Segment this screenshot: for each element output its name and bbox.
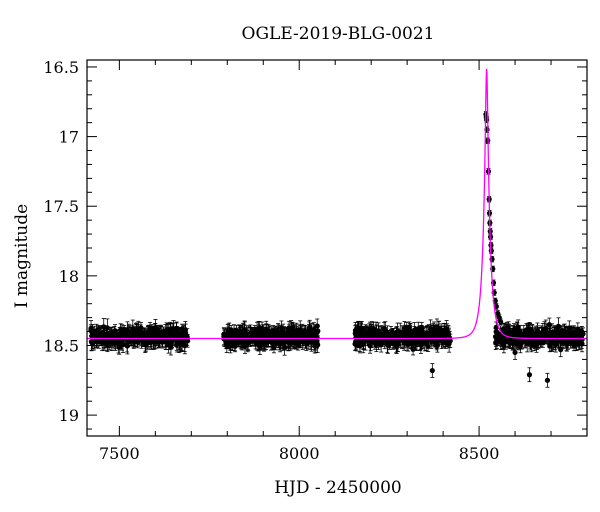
data-point (489, 255, 495, 263)
data-point (271, 341, 277, 354)
y-tick-label: 16.5 (43, 58, 79, 77)
data-point (563, 329, 570, 343)
x-tick-label: 7500 (99, 444, 140, 463)
y-tick-label: 18 (59, 267, 79, 286)
y-axis-label: I magnitude (12, 204, 32, 308)
data-point (256, 320, 263, 335)
y-tick-label: 17.5 (43, 197, 79, 216)
y-tick-label: 17 (59, 128, 79, 147)
data-point (100, 327, 106, 346)
data-point (418, 328, 424, 345)
x-tick-label: 8000 (279, 444, 320, 463)
data-point (248, 327, 255, 344)
data-point (406, 321, 412, 333)
data-point (104, 318, 110, 338)
data-point (258, 332, 264, 351)
data-point (239, 335, 245, 348)
data-point (123, 330, 130, 342)
data-layer (88, 111, 586, 388)
data-point (513, 326, 519, 345)
data-point (498, 318, 504, 325)
data-point (115, 333, 121, 349)
data-point (228, 327, 234, 343)
data-point (314, 318, 320, 334)
data-point (434, 337, 440, 353)
x-tick-label: 8500 (459, 444, 500, 463)
data-point (558, 342, 564, 358)
data-point (242, 321, 248, 340)
data-point (394, 334, 401, 352)
chart-title: OGLE-2019-BLG-0021 (242, 24, 435, 44)
data-point (280, 334, 286, 351)
model-layer (87, 68, 587, 340)
data-point (493, 303, 499, 310)
data-point (159, 329, 165, 344)
data-point (169, 330, 175, 343)
data-point (543, 326, 549, 343)
data-point (429, 363, 435, 378)
data-point (552, 337, 558, 351)
data-point (143, 332, 149, 349)
data-point (503, 331, 509, 350)
data-point (124, 337, 131, 355)
data-point (117, 323, 124, 337)
data-point (555, 317, 562, 336)
data-point (174, 325, 180, 340)
data-point (570, 326, 576, 342)
model-curve (87, 68, 587, 340)
data-point (309, 333, 315, 352)
data-point (544, 372, 551, 388)
data-point (512, 345, 518, 360)
data-point (526, 367, 533, 383)
data-point (174, 335, 180, 353)
data-point (442, 323, 448, 339)
data-point (438, 325, 445, 343)
data-point (493, 335, 499, 351)
tick-layer: 7500 8000 8500 16.5 17 17.5 18 18.5 19 (43, 58, 588, 463)
data-point (564, 336, 570, 352)
plot-frame (86, 59, 588, 437)
data-point (566, 320, 572, 336)
y-tick-label: 19 (59, 406, 79, 425)
data-point (431, 321, 437, 340)
data-point (362, 331, 369, 351)
data-point (287, 330, 293, 342)
x-axis-label: HJD - 2450000 (274, 478, 402, 498)
y-tick-label: 18.5 (43, 336, 79, 355)
